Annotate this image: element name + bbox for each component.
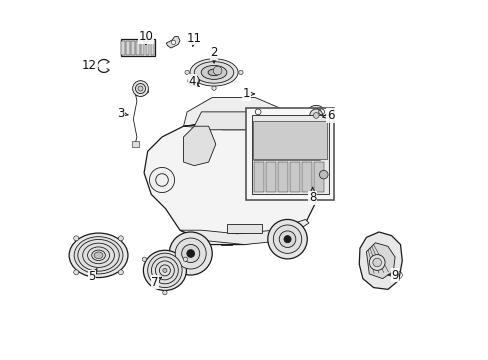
Polygon shape [308,153,320,163]
Ellipse shape [208,69,220,76]
Circle shape [74,236,79,241]
Circle shape [183,257,187,261]
Circle shape [184,70,189,75]
Circle shape [313,113,319,118]
Circle shape [319,170,327,179]
Bar [141,41,144,55]
Bar [131,41,134,55]
Bar [131,141,139,147]
Circle shape [238,70,243,75]
Circle shape [118,270,123,275]
Text: 10: 10 [138,30,153,44]
Polygon shape [183,123,305,144]
Polygon shape [144,123,316,244]
Bar [251,116,328,194]
Circle shape [138,86,142,91]
Circle shape [171,40,175,44]
Polygon shape [187,75,199,86]
Bar [278,162,287,192]
Circle shape [372,258,381,267]
Ellipse shape [143,250,186,291]
Bar [121,41,124,55]
Bar [253,121,326,159]
Circle shape [211,54,216,59]
Text: 1: 1 [242,87,254,100]
Polygon shape [194,112,269,130]
Bar [302,162,311,192]
Bar [126,41,129,55]
Circle shape [118,236,123,241]
Text: 6: 6 [322,109,334,122]
Bar [265,162,275,192]
Circle shape [368,255,384,270]
Polygon shape [134,84,148,96]
Circle shape [142,257,146,261]
Text: 7: 7 [151,276,161,289]
Circle shape [163,291,167,295]
Bar [313,162,323,192]
Ellipse shape [194,62,233,83]
Text: 2: 2 [210,46,217,63]
Circle shape [149,167,174,193]
Ellipse shape [74,237,122,274]
Bar [121,39,155,56]
Circle shape [175,238,206,269]
Circle shape [135,84,145,94]
Circle shape [267,220,306,259]
Circle shape [309,109,322,122]
Polygon shape [183,126,215,166]
Polygon shape [366,243,394,279]
Circle shape [211,86,216,90]
Text: 8: 8 [308,188,316,204]
Bar [254,162,264,192]
Ellipse shape [94,252,103,259]
Circle shape [273,225,301,253]
Bar [226,224,262,233]
Text: 9: 9 [387,269,398,282]
Circle shape [213,66,222,75]
Ellipse shape [201,66,226,80]
Polygon shape [180,220,308,244]
Bar [289,162,299,192]
Bar [136,41,139,55]
Ellipse shape [147,253,182,288]
Polygon shape [359,232,402,289]
Bar [246,108,333,200]
Polygon shape [183,98,290,130]
Text: 4: 4 [188,75,199,88]
Circle shape [190,77,196,83]
Circle shape [279,231,295,247]
Text: 5: 5 [88,269,97,283]
Circle shape [284,236,290,243]
Text: 3: 3 [117,107,128,120]
Circle shape [182,244,199,262]
Bar [145,41,149,55]
Polygon shape [166,37,180,48]
Polygon shape [311,107,325,120]
Text: 12: 12 [82,59,98,72]
Ellipse shape [190,59,238,86]
Polygon shape [280,130,308,187]
Polygon shape [304,157,324,184]
Circle shape [186,249,194,257]
Circle shape [169,232,212,275]
Circle shape [74,270,79,275]
Text: 11: 11 [186,32,202,46]
Circle shape [163,268,166,273]
Circle shape [188,75,199,86]
Circle shape [305,105,325,126]
Ellipse shape [69,233,128,278]
Bar [314,158,322,164]
Bar [150,41,154,55]
Circle shape [132,81,148,96]
